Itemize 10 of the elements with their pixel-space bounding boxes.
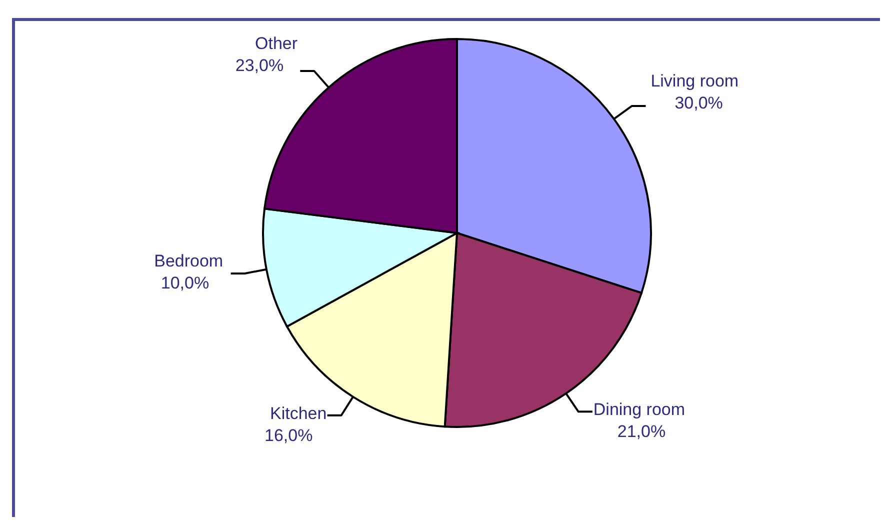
slice-label: Living room <box>650 72 739 91</box>
data-label: 23,0% <box>235 56 284 75</box>
data-label: 10,0% <box>160 273 210 292</box>
data-label: 16,0% <box>264 426 313 445</box>
slice-label: Kitchen <box>270 404 327 423</box>
slice-label: Dining room <box>593 400 686 419</box>
data-label: 30,0% <box>674 94 723 113</box>
data-label: 21,0% <box>617 422 666 441</box>
slice-label: Other <box>255 34 298 53</box>
slice-label: Bedroom <box>154 251 224 270</box>
